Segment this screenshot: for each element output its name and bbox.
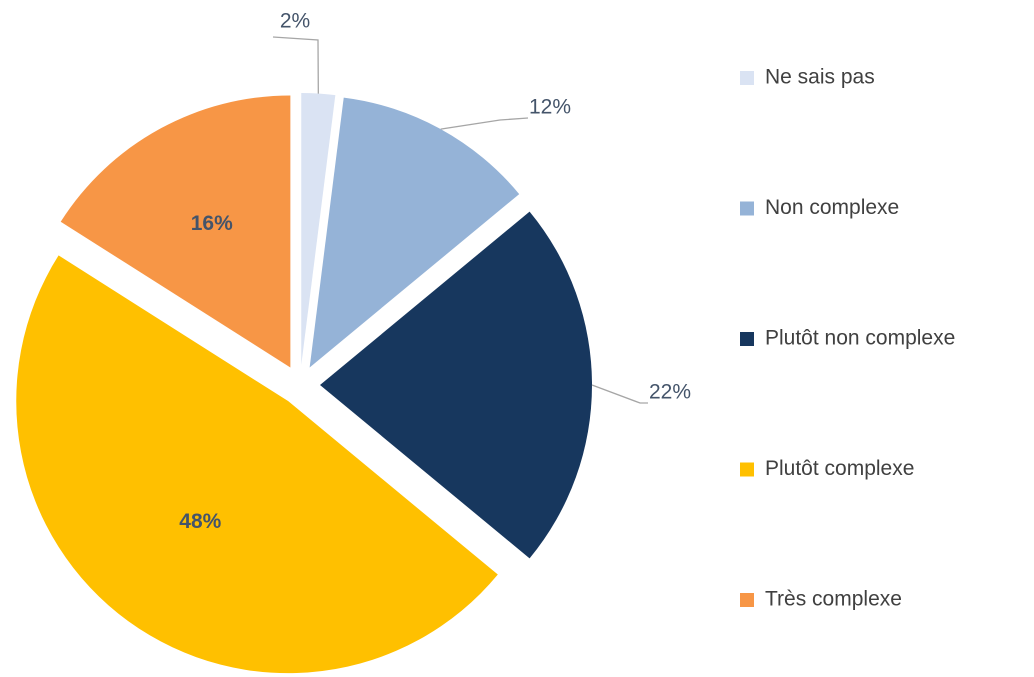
data-label: 16% [191, 212, 233, 235]
legend-swatch [740, 462, 754, 477]
leader-line [272, 36, 319, 94]
legend-label: Plutôt complexe [765, 457, 914, 480]
legend-label: Plutôt non complexe [765, 327, 955, 350]
pie-slice [16, 255, 498, 674]
data-label: 12% [529, 96, 571, 119]
legend-swatch [740, 332, 754, 346]
legend-swatch [740, 71, 754, 85]
leader-line [591, 384, 648, 404]
data-label: 22% [649, 381, 691, 404]
legend-label: Ne sais pas [765, 66, 875, 89]
pie-slice [309, 97, 520, 368]
leader-line [440, 117, 529, 130]
pie-slice [60, 95, 291, 368]
pie-slice [301, 93, 336, 366]
legend-swatch [740, 201, 754, 216]
data-label: 2% [280, 10, 310, 33]
pie-slice [320, 211, 592, 559]
legend-swatch [740, 593, 754, 607]
legend-label: Très complexe [765, 588, 902, 611]
legend-label: Non complexe [765, 196, 899, 219]
data-label: 48% [179, 510, 221, 533]
